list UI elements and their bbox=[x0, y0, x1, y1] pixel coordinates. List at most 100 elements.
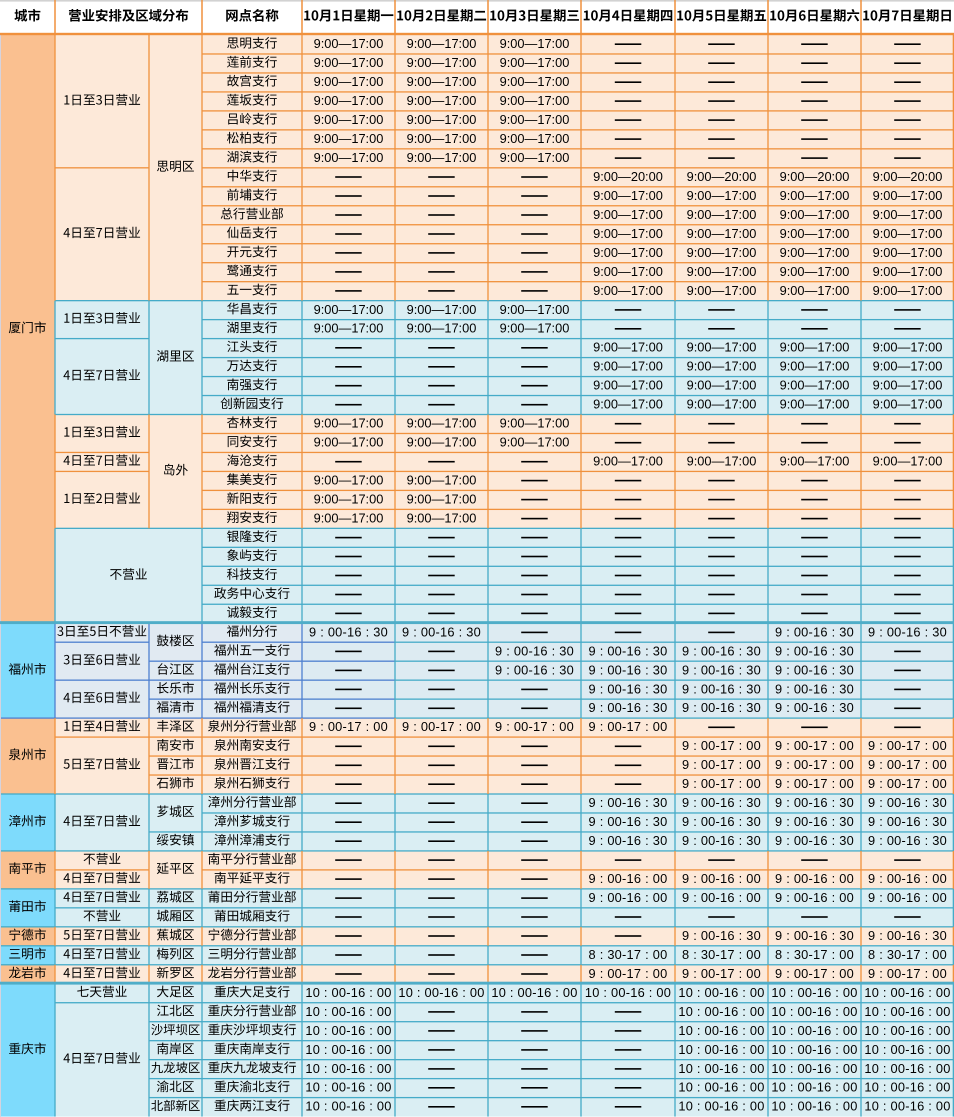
svg-text:9:00—17:00: 9:00—17:00 bbox=[780, 188, 850, 203]
svg-text:9 : 00-16 : 30: 9 : 00-16 : 30 bbox=[775, 833, 854, 848]
svg-text:9:00—17:00: 9:00—17:00 bbox=[687, 207, 757, 222]
svg-text:9:00—17:00: 9:00—17:00 bbox=[314, 131, 384, 146]
svg-text:9:00—17:00: 9:00—17:00 bbox=[314, 55, 384, 70]
svg-text:9 : 00-16 : 00: 9 : 00-16 : 00 bbox=[682, 890, 761, 905]
svg-text:9 : 00-16 : 30: 9 : 00-16 : 30 bbox=[589, 643, 668, 658]
svg-text:9:00—17:00: 9:00—17:00 bbox=[500, 112, 570, 127]
svg-text:9:00—17:00: 9:00—17:00 bbox=[407, 131, 477, 146]
svg-text:9:00—17:00: 9:00—17:00 bbox=[593, 340, 663, 355]
svg-text:9:00—17:00: 9:00—17:00 bbox=[593, 283, 663, 298]
svg-text:10 : 00-16 : 00: 10 : 00-16 : 00 bbox=[305, 985, 391, 1000]
svg-text:9:00—17:00: 9:00—17:00 bbox=[500, 36, 570, 51]
svg-text:9:00—17:00: 9:00—17:00 bbox=[593, 264, 663, 279]
svg-text:8 : 30-17 : 00: 8 : 30-17 : 00 bbox=[589, 947, 668, 962]
svg-text:9:00—17:00: 9:00—17:00 bbox=[500, 55, 570, 70]
svg-text:9:00—17:00: 9:00—17:00 bbox=[780, 454, 850, 469]
svg-text:9 : 00-16 : 00: 9 : 00-16 : 00 bbox=[775, 890, 854, 905]
svg-text:9:00—17:00: 9:00—17:00 bbox=[780, 264, 850, 279]
svg-text:9 : 00-17 : 00: 9 : 00-17 : 00 bbox=[495, 719, 574, 734]
svg-text:9 : 00-17 : 00: 9 : 00-17 : 00 bbox=[775, 757, 854, 772]
svg-text:9 : 00-16 : 30: 9 : 00-16 : 30 bbox=[495, 662, 574, 677]
svg-text:9 : 00-16 : 30: 9 : 00-16 : 30 bbox=[309, 624, 388, 639]
svg-text:9:00—17:00: 9:00—17:00 bbox=[407, 55, 477, 70]
svg-text:9 : 00-16 : 30: 9 : 00-16 : 30 bbox=[682, 700, 761, 715]
svg-text:10 : 00-16 : 00: 10 : 00-16 : 00 bbox=[305, 1061, 391, 1076]
svg-text:9 : 00-17 : 00: 9 : 00-17 : 00 bbox=[868, 738, 947, 753]
svg-text:9 : 00-16 : 00: 9 : 00-16 : 00 bbox=[775, 871, 854, 886]
svg-text:10 : 00-16 : 00: 10 : 00-16 : 00 bbox=[864, 1080, 950, 1095]
svg-text:9:00—20:00: 9:00—20:00 bbox=[687, 169, 757, 184]
svg-text:9:00—17:00: 9:00—17:00 bbox=[780, 207, 850, 222]
svg-text:9 : 00-17 : 00: 9 : 00-17 : 00 bbox=[868, 757, 947, 772]
svg-text:9 : 00-16 : 30: 9 : 00-16 : 30 bbox=[775, 700, 854, 715]
svg-text:9:00—17:00: 9:00—17:00 bbox=[314, 321, 384, 336]
svg-text:9:00—17:00: 9:00—17:00 bbox=[593, 397, 663, 412]
svg-text:9:00—17:00: 9:00—17:00 bbox=[500, 321, 570, 336]
svg-text:9:00—17:00: 9:00—17:00 bbox=[780, 378, 850, 393]
svg-text:9:00—17:00: 9:00—17:00 bbox=[593, 359, 663, 374]
svg-text:9:00—20:00: 9:00—20:00 bbox=[593, 169, 663, 184]
svg-text:9 : 00-17 : 00: 9 : 00-17 : 00 bbox=[589, 719, 668, 734]
svg-text:9:00—17:00: 9:00—17:00 bbox=[314, 511, 384, 526]
svg-text:9:00—17:00: 9:00—17:00 bbox=[314, 435, 384, 450]
svg-text:9 : 00-16 : 30: 9 : 00-16 : 30 bbox=[775, 814, 854, 829]
svg-text:9 : 00-17 : 00: 9 : 00-17 : 00 bbox=[682, 776, 761, 791]
svg-text:10 : 00-16 : 00: 10 : 00-16 : 00 bbox=[771, 1099, 857, 1114]
svg-text:9:00—17:00: 9:00—17:00 bbox=[687, 226, 757, 241]
svg-text:9:00—17:00: 9:00—17:00 bbox=[500, 93, 570, 108]
svg-text:9:00—17:00: 9:00—17:00 bbox=[407, 492, 477, 507]
svg-text:9:00—17:00: 9:00—17:00 bbox=[873, 245, 943, 260]
svg-text:9 : 00-16 : 30: 9 : 00-16 : 30 bbox=[682, 643, 761, 658]
svg-text:9 : 00-16 : 30: 9 : 00-16 : 30 bbox=[775, 795, 854, 810]
svg-text:9 : 00-17 : 00: 9 : 00-17 : 00 bbox=[402, 719, 481, 734]
svg-text:9:00—17:00: 9:00—17:00 bbox=[780, 397, 850, 412]
svg-text:9 : 00-16 : 30: 9 : 00-16 : 30 bbox=[682, 662, 761, 677]
svg-text:10 : 00-16 : 00: 10 : 00-16 : 00 bbox=[398, 985, 484, 1000]
svg-text:9:00—17:00: 9:00—17:00 bbox=[407, 74, 477, 89]
svg-text:9:00—17:00: 9:00—17:00 bbox=[314, 36, 384, 51]
svg-text:9 : 00-16 : 30: 9 : 00-16 : 30 bbox=[589, 833, 668, 848]
svg-text:9 : 00-16 : 00: 9 : 00-16 : 00 bbox=[682, 871, 761, 886]
svg-text:9 : 00-16 : 30: 9 : 00-16 : 30 bbox=[868, 814, 947, 829]
svg-text:9 : 00-17 : 00: 9 : 00-17 : 00 bbox=[775, 776, 854, 791]
svg-text:9 : 00-16 : 30: 9 : 00-16 : 30 bbox=[775, 643, 854, 658]
svg-text:9:00—17:00: 9:00—17:00 bbox=[500, 302, 570, 317]
svg-text:9:00—17:00: 9:00—17:00 bbox=[873, 378, 943, 393]
svg-text:9 : 00-16 : 30: 9 : 00-16 : 30 bbox=[868, 928, 947, 943]
svg-text:10 : 00-16 : 00: 10 : 00-16 : 00 bbox=[678, 1004, 764, 1019]
svg-text:9:00—20:00: 9:00—20:00 bbox=[873, 169, 943, 184]
svg-text:9:00—17:00: 9:00—17:00 bbox=[407, 435, 477, 450]
svg-text:9:00—17:00: 9:00—17:00 bbox=[687, 378, 757, 393]
svg-text:9:00—17:00: 9:00—17:00 bbox=[687, 397, 757, 412]
svg-text:9:00—17:00: 9:00—17:00 bbox=[407, 36, 477, 51]
svg-text:9 : 00-17 : 00: 9 : 00-17 : 00 bbox=[682, 757, 761, 772]
svg-text:10 : 00-16 : 00: 10 : 00-16 : 00 bbox=[771, 1042, 857, 1057]
svg-text:9:00—17:00: 9:00—17:00 bbox=[687, 283, 757, 298]
svg-text:9:00—17:00: 9:00—17:00 bbox=[873, 283, 943, 298]
svg-text:9 : 00-17 : 00: 9 : 00-17 : 00 bbox=[589, 966, 668, 981]
svg-text:9 : 00-16 : 30: 9 : 00-16 : 30 bbox=[868, 833, 947, 848]
svg-text:9:00—17:00: 9:00—17:00 bbox=[873, 188, 943, 203]
svg-text:10 : 00-16 : 00: 10 : 00-16 : 00 bbox=[305, 1080, 391, 1095]
svg-text:9:00—17:00: 9:00—17:00 bbox=[407, 93, 477, 108]
svg-text:10 : 00-16 : 00: 10 : 00-16 : 00 bbox=[305, 1004, 391, 1019]
svg-text:10 : 00-16 : 00: 10 : 00-16 : 00 bbox=[305, 1099, 391, 1114]
svg-text:9:00—17:00: 9:00—17:00 bbox=[593, 188, 663, 203]
svg-text:9:00—17:00: 9:00—17:00 bbox=[873, 264, 943, 279]
svg-text:9:00—17:00: 9:00—17:00 bbox=[780, 245, 850, 260]
svg-text:9 : 00-16 : 00: 9 : 00-16 : 00 bbox=[589, 871, 668, 886]
svg-text:9:00—17:00: 9:00—17:00 bbox=[407, 112, 477, 127]
svg-text:10 : 00-16 : 00: 10 : 00-16 : 00 bbox=[678, 1080, 764, 1095]
svg-text:9 : 00-17 : 00: 9 : 00-17 : 00 bbox=[868, 966, 947, 981]
svg-text:9 : 00-16 : 30: 9 : 00-16 : 30 bbox=[775, 624, 854, 639]
svg-text:10 : 00-16 : 00: 10 : 00-16 : 00 bbox=[864, 1061, 950, 1076]
svg-text:10 : 00-16 : 00: 10 : 00-16 : 00 bbox=[864, 1099, 950, 1114]
svg-text:10 : 00-16 : 00: 10 : 00-16 : 00 bbox=[678, 1061, 764, 1076]
svg-text:9:00—17:00: 9:00—17:00 bbox=[593, 207, 663, 222]
svg-text:9 : 00-16 : 30: 9 : 00-16 : 30 bbox=[682, 928, 761, 943]
svg-text:10 : 00-16 : 00: 10 : 00-16 : 00 bbox=[585, 985, 671, 1000]
svg-text:9:00—17:00: 9:00—17:00 bbox=[314, 93, 384, 108]
svg-text:9:00—17:00: 9:00—17:00 bbox=[593, 245, 663, 260]
svg-text:10 : 00-16 : 00: 10 : 00-16 : 00 bbox=[678, 1023, 764, 1038]
svg-text:10 : 00-16 : 00: 10 : 00-16 : 00 bbox=[864, 1004, 950, 1019]
